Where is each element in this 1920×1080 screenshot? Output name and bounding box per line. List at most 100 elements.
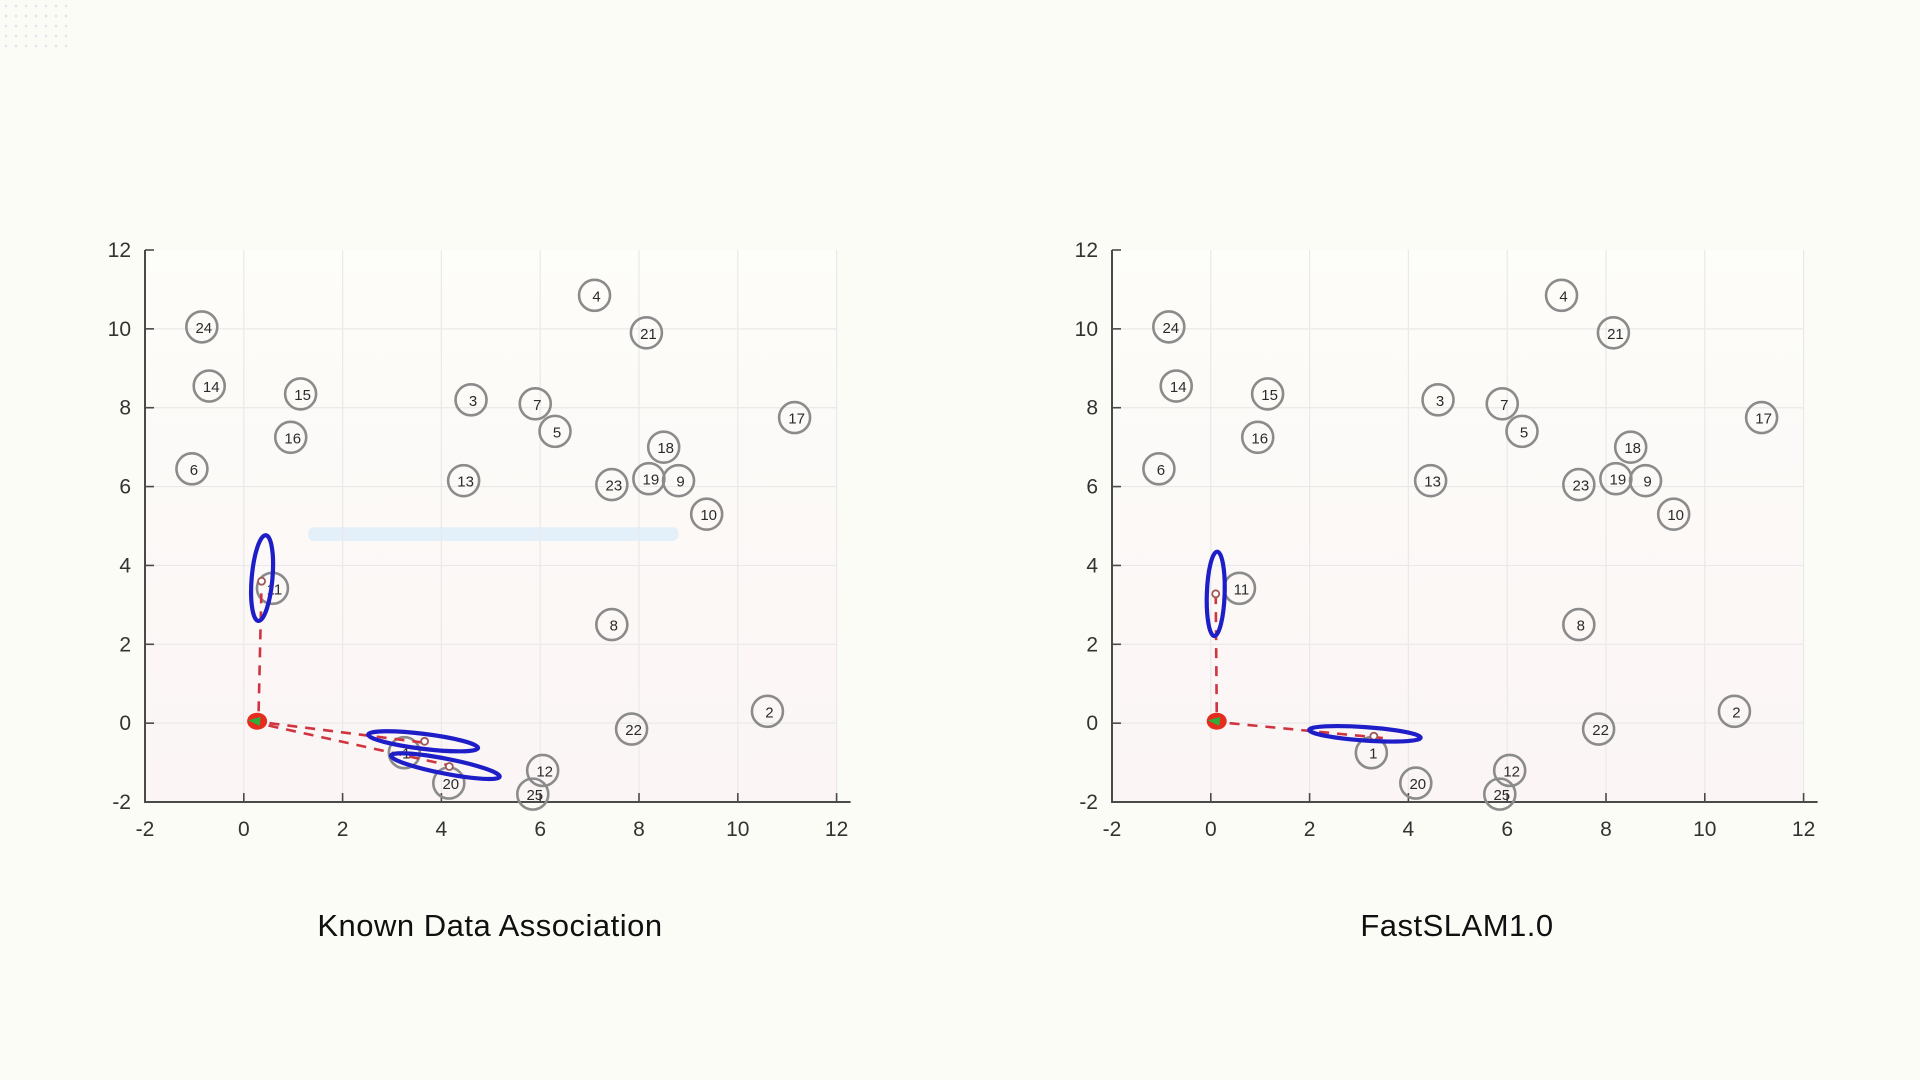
robot-marker bbox=[247, 712, 268, 730]
landmark-circle bbox=[538, 414, 572, 449]
x-tick-label: 10 bbox=[726, 818, 749, 841]
landmark-circle bbox=[1152, 310, 1186, 344]
measurement-ray bbox=[257, 583, 263, 712]
landmark-circle bbox=[629, 316, 664, 350]
landmark-circle bbox=[1544, 278, 1579, 313]
landmark-circle bbox=[1250, 377, 1285, 411]
landmark-label: 10 bbox=[700, 507, 717, 524]
landmark-circle bbox=[777, 400, 812, 435]
landmark-label: 9 bbox=[676, 474, 684, 491]
landmark-label: 23 bbox=[1572, 478, 1589, 495]
landmark-circle bbox=[1159, 369, 1194, 403]
x-tick-label: 2 bbox=[1304, 818, 1316, 841]
x-tick-label: 12 bbox=[825, 818, 848, 841]
landmark-label: 3 bbox=[1436, 393, 1444, 410]
y-tick-label: -2 bbox=[1079, 791, 1098, 814]
tint-artifact bbox=[308, 527, 679, 541]
landmark-circle bbox=[1421, 383, 1455, 417]
landmark-label: 21 bbox=[1607, 326, 1624, 343]
landmark-label: 9 bbox=[1643, 474, 1651, 491]
landmark-circle bbox=[273, 420, 308, 455]
x-tick-label: 6 bbox=[1501, 818, 1513, 841]
landmark-circle bbox=[1613, 430, 1648, 464]
x-tick-label: 8 bbox=[633, 818, 645, 841]
x-tick-label: 8 bbox=[1600, 818, 1612, 841]
landmark-label: 6 bbox=[1157, 462, 1165, 479]
landmark-circle bbox=[1492, 753, 1527, 788]
landmark-label: 13 bbox=[1424, 474, 1441, 491]
y-tick-label: 12 bbox=[1075, 239, 1098, 262]
y-tick-label: 6 bbox=[119, 476, 131, 499]
landmark-label: 15 bbox=[1261, 387, 1278, 404]
landmark-circle bbox=[283, 377, 318, 411]
landmark-label: 5 bbox=[1520, 424, 1528, 441]
landmark-label: 8 bbox=[610, 618, 618, 635]
y-tick-label: 4 bbox=[119, 554, 131, 577]
landmark-circle bbox=[1562, 467, 1596, 502]
landmark-circle bbox=[1717, 694, 1752, 729]
landmark-label: 16 bbox=[1251, 430, 1268, 447]
y-tick-label: 10 bbox=[1075, 318, 1098, 341]
y-tick-label: 4 bbox=[1086, 554, 1098, 577]
x-tick-label: -2 bbox=[1103, 818, 1122, 841]
robot-marker bbox=[1206, 712, 1227, 730]
y-tick-label: 8 bbox=[119, 397, 131, 420]
landmark-label: 17 bbox=[1755, 411, 1772, 428]
landmark-circle bbox=[1581, 712, 1616, 746]
landmark-circle bbox=[1399, 766, 1433, 800]
plot-background bbox=[145, 250, 837, 803]
y-tick-label: 0 bbox=[1086, 712, 1098, 735]
estimate-marker bbox=[420, 736, 430, 746]
landmark-label: 12 bbox=[1503, 763, 1520, 780]
x-tick-label: 0 bbox=[238, 818, 250, 841]
landmark-label: 4 bbox=[592, 288, 600, 305]
plot-title-left: Known Data Association bbox=[317, 908, 663, 943]
landmark-label: 20 bbox=[1409, 776, 1426, 793]
landmark-label: 24 bbox=[195, 320, 212, 337]
landmark-circle bbox=[1596, 316, 1631, 350]
landmark-circle bbox=[1744, 400, 1779, 435]
estimate-marker bbox=[1211, 589, 1221, 599]
landmark-circle bbox=[1485, 386, 1520, 421]
x-tick-label: 4 bbox=[1403, 818, 1415, 841]
landmark-label: 7 bbox=[1500, 397, 1508, 414]
landmark-label: 18 bbox=[657, 440, 674, 457]
landmark-label: 22 bbox=[1592, 722, 1609, 739]
landmark-label: 6 bbox=[190, 462, 198, 479]
landmark-label: 2 bbox=[1732, 704, 1740, 721]
landmark-circle bbox=[632, 461, 666, 496]
landmark-circle bbox=[454, 383, 488, 417]
y-tick-label: 8 bbox=[1086, 397, 1098, 420]
landmark-circle bbox=[1656, 497, 1691, 531]
landmark-circle bbox=[446, 463, 481, 498]
landmark-label: 7 bbox=[533, 397, 541, 414]
landmark-label: 17 bbox=[788, 411, 805, 428]
landmark-label: 10 bbox=[1667, 507, 1684, 524]
landmark-label: 18 bbox=[1624, 440, 1641, 457]
landmark-circle bbox=[1240, 420, 1275, 455]
uncertainty-ellipse bbox=[366, 729, 481, 754]
x-tick-label: 6 bbox=[534, 818, 546, 841]
measurement-ray bbox=[268, 724, 452, 768]
landmark-label: 14 bbox=[1170, 379, 1187, 396]
corner-dither-artifact bbox=[0, 0, 70, 55]
landmark-circle bbox=[614, 712, 649, 746]
landmark-circle bbox=[1142, 452, 1176, 486]
landmark-circle bbox=[515, 777, 550, 811]
estimate-marker bbox=[1369, 731, 1379, 741]
measurement-ray bbox=[269, 721, 426, 745]
landmark-circle bbox=[192, 369, 227, 403]
landmark-label: 16 bbox=[284, 430, 301, 447]
x-tick-label: 4 bbox=[436, 818, 448, 841]
landmark-label: 15 bbox=[294, 387, 311, 404]
landmark-circle bbox=[1562, 607, 1596, 642]
measurement-ray bbox=[1214, 596, 1219, 713]
landmark-label: 4 bbox=[1559, 288, 1567, 305]
landmark-label: 25 bbox=[526, 787, 543, 804]
y-tick-label: 10 bbox=[108, 318, 131, 341]
y-tick-label: 2 bbox=[1086, 633, 1098, 656]
landmark-label: 13 bbox=[457, 474, 474, 491]
landmark-circle bbox=[1413, 463, 1448, 498]
